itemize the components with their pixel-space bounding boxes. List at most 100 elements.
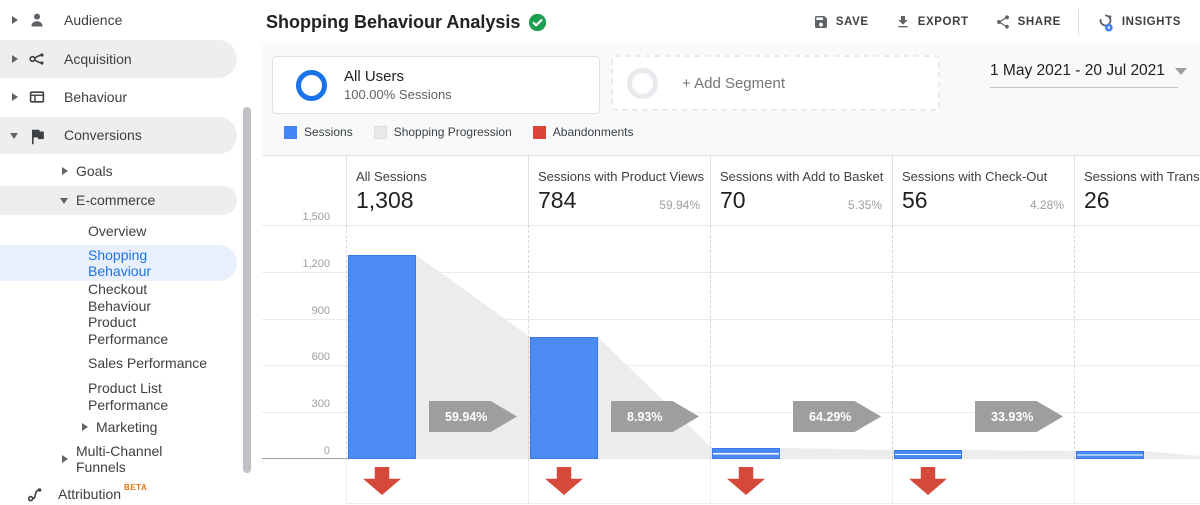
sidebar: Audience Acquisition Behaviour Conversio…: [0, 0, 262, 505]
y-axis-tick-label: 300: [311, 398, 330, 410]
funnel-column-header: Sessions with Transactions 26: [1074, 156, 1200, 225]
insights-button[interactable]: INSIGHTS: [1083, 0, 1194, 44]
sidebar-item-label: E-commerce: [76, 192, 156, 209]
funnel-column-header: Sessions with Add to Basket 70 5.35%: [710, 156, 892, 225]
share-label: SHARE: [1017, 16, 1061, 28]
chevron-down-icon: [10, 132, 18, 139]
sidebar-item-label: Checkout Behaviour: [88, 281, 152, 314]
sidebar-item-acquisition[interactable]: Acquisition: [0, 40, 237, 78]
legend-swatch: [284, 125, 297, 139]
column-title: Sessions with Product Views: [538, 169, 704, 184]
legend-label: Sessions: [304, 125, 353, 139]
sidebar-item-label: Marketing: [96, 418, 158, 435]
segment-text: All Users 100.00% Sessions: [344, 68, 452, 102]
sidebar-item-label: Multi-Channel Funnels: [76, 442, 163, 476]
sidebar-item-label: Sales Performance: [88, 355, 208, 372]
add-segment-label: + Add Segment: [682, 74, 785, 92]
segment-title: All Users: [344, 68, 405, 85]
column-title: Sessions with Add to Basket: [720, 169, 884, 184]
gridline: [262, 365, 1200, 366]
y-axis-tick-label: 1,500: [302, 211, 330, 223]
column-percentage: 4.28%: [1029, 198, 1064, 212]
sidebar-item-ecommerce[interactable]: E-commerce: [0, 186, 237, 215]
column-separator-dotted: [346, 459, 347, 503]
sidebar-item-marketing[interactable]: Marketing: [0, 416, 237, 438]
caret-down-icon: [1174, 67, 1187, 75]
flag-icon: [32, 129, 44, 144]
sidebar-item-shopping-behaviour[interactable]: Shopping Behaviour: [0, 245, 237, 281]
sidebar-item-label: Conversions: [64, 127, 142, 144]
date-range-label: 1 May 2021 - 20 Jul 2021: [990, 62, 1165, 79]
gridline: [262, 272, 1200, 273]
sidebar-item-attribution[interactable]: Attribution BETA: [0, 480, 237, 505]
save-icon: [814, 16, 827, 28]
funnel-footer-row: [262, 459, 1200, 505]
y-axis-tick-label: 600: [311, 351, 330, 363]
sidebar-item-multi-channel-funnels[interactable]: Multi-Channel Funnels: [0, 442, 237, 476]
sidebar-item-label: Acquisition: [64, 50, 132, 67]
sidebar-item-product-list-performance[interactable]: Product List Performance: [0, 380, 237, 413]
date-range-picker[interactable]: 1 May 2021 - 20 Jul 2021: [990, 55, 1187, 88]
abandonment-arrow: [545, 467, 583, 495]
sidebar-item-sales-performance[interactable]: Sales Performance: [0, 347, 237, 380]
sidebar-item-behaviour[interactable]: Behaviour: [0, 80, 237, 114]
funnel-column-header: Sessions with Product Views 784 59.94%: [528, 156, 710, 225]
sidebar-item-label: Product Performance: [88, 314, 169, 347]
chevron-down-icon: [60, 197, 68, 204]
progression-area: [1144, 451, 1200, 459]
gridline: [262, 412, 1200, 413]
column-separator-dashed: [1074, 225, 1075, 459]
footer-line: [346, 503, 1200, 504]
legend-swatch: [373, 125, 387, 139]
share-button[interactable]: SHARE: [982, 0, 1074, 44]
verified-check-icon: [529, 13, 547, 32]
segment-ring-grey-icon: [627, 67, 658, 99]
column-title: All Sessions: [356, 169, 427, 184]
sessions-bar[interactable]: [530, 337, 598, 459]
column-separator-dotted: [710, 459, 711, 503]
sessions-bar[interactable]: [1076, 451, 1144, 459]
funnel-column-header: All Sessions 1,308: [346, 156, 528, 225]
add-segment-button[interactable]: + Add Segment: [611, 55, 940, 111]
segment-all-users[interactable]: All Users 100.00% Sessions: [272, 56, 600, 114]
sidebar-item-label: Goals: [76, 162, 113, 179]
sessions-bar[interactable]: [894, 450, 962, 459]
save-button[interactable]: SAVE: [800, 0, 882, 44]
header-actions: SAVE EXPORT SHARE INSIGHTS: [800, 0, 1194, 44]
behaviour-icon: [29, 91, 45, 103]
column-separator-dashed: [346, 225, 347, 459]
abandonment-arrow: [727, 467, 765, 495]
column-value: 70: [720, 187, 746, 213]
sidebar-item-label: Product List Performance: [88, 380, 169, 413]
sidebar-item-overview[interactable]: Overview: [0, 220, 237, 242]
chevron-right-icon: [12, 93, 18, 101]
column-percentage: 5.35%: [847, 198, 882, 212]
funnel-column-header: Sessions with Check-Out 56 4.28%: [892, 156, 1074, 225]
sidebar-item-audience[interactable]: Audience: [0, 1, 237, 39]
sidebar-item-conversions[interactable]: Conversions: [0, 117, 237, 154]
sessions-bar[interactable]: [348, 255, 416, 459]
funnel-plot-area: 0 300 600 900 1,200 1,500 59.94% 8.93% 64.29% 33.…: [262, 211, 1200, 459]
column-title: Sessions with Transactions: [1084, 169, 1200, 184]
column-value: 1,308: [356, 187, 414, 213]
funnel-table: All Sessions 1,308 Sessions with Product V…: [262, 155, 1200, 505]
legend-label: Shopping Progression: [393, 125, 512, 139]
y-axis-tick-label: 1,200: [302, 258, 330, 270]
sessions-bar[interactable]: [712, 448, 780, 459]
column-value: 26: [1084, 187, 1110, 213]
sidebar-item-label: Audience: [64, 11, 123, 28]
progression-area: [962, 450, 1076, 459]
actions-divider: [1077, 9, 1079, 35]
sidebar-scrollbar[interactable]: [243, 107, 251, 473]
legend-item: Abandonments: [532, 125, 634, 139]
attribution-icon: [27, 488, 42, 502]
acquisition-icon: [29, 53, 44, 65]
chevron-right-icon: [62, 455, 68, 463]
sidebar-item-goals[interactable]: Goals: [0, 157, 237, 185]
sidebar-item-checkout-behaviour[interactable]: Checkout Behaviour: [0, 281, 237, 314]
sidebar-item-product-performance[interactable]: Product Performance: [0, 314, 237, 347]
sidebar-item-label: Attribution: [58, 485, 122, 502]
column-percentage: 59.94%: [659, 198, 700, 212]
export-button[interactable]: EXPORT: [882, 0, 982, 44]
